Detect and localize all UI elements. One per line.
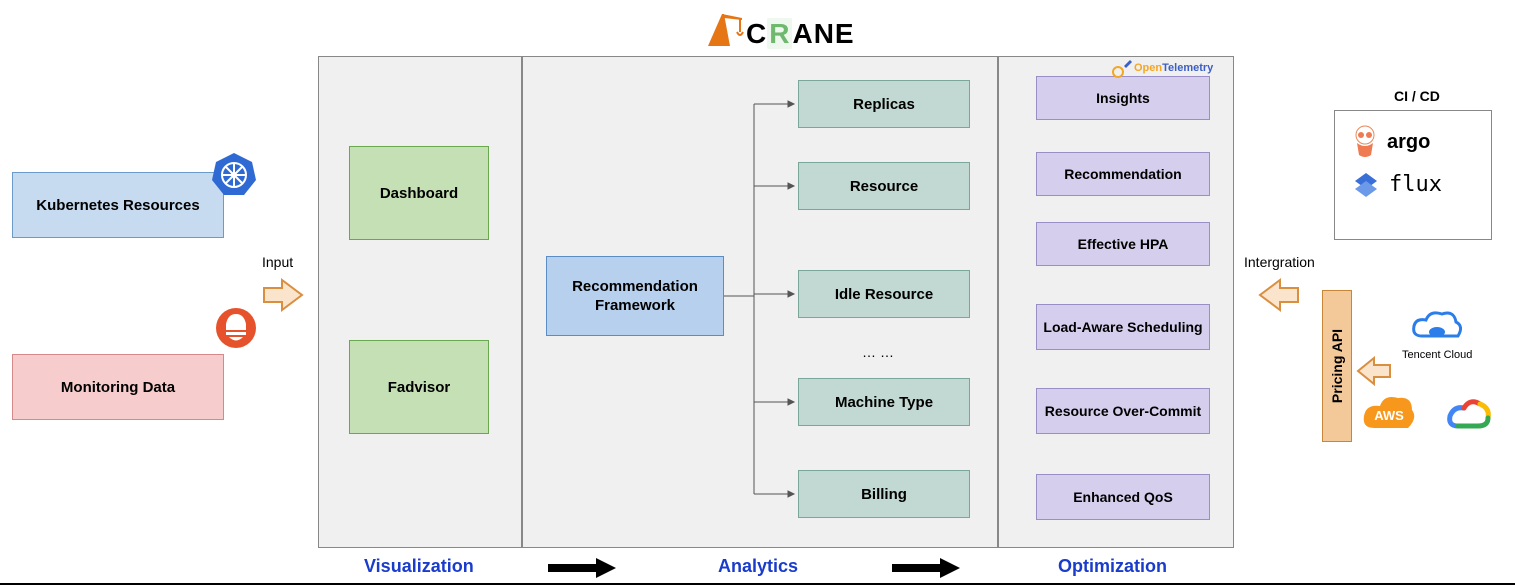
fadvisor-box: Fadvisor: [349, 340, 489, 434]
gcp-icon: [1444, 392, 1494, 436]
resource-label: Resource: [850, 178, 918, 195]
dashboard-label: Dashboard: [380, 185, 458, 202]
effective-hpa-label: Effective HPA: [1078, 236, 1169, 253]
dashboard-box: Dashboard: [349, 146, 489, 240]
svg-text:AWS: AWS: [1374, 408, 1404, 423]
cicd-title: CI / CD: [1394, 88, 1440, 104]
machine-type-box: Machine Type: [798, 378, 970, 426]
crane-icon: [702, 6, 748, 50]
enhanced-qos-label: Enhanced QoS: [1073, 489, 1173, 506]
opentelemetry-icon: [1110, 56, 1134, 80]
argo-icon: [1351, 125, 1379, 159]
replicas-box: Replicas: [798, 80, 970, 128]
fadvisor-label: Fadvisor: [388, 379, 451, 396]
insights-label: Insights: [1096, 90, 1150, 106]
kubernetes-resources-box: Kubernetes Resources: [12, 172, 224, 238]
recommendation-label: Recommendation: [1064, 166, 1181, 182]
flux-icon: [1351, 171, 1381, 197]
idle-resource-box: Idle Resource: [798, 270, 970, 318]
cicd-box: argo flux: [1334, 110, 1492, 240]
analytics-ellipsis: ……: [862, 344, 898, 360]
kubernetes-icon: [210, 150, 258, 198]
aws-icon: AWS: [1362, 392, 1416, 438]
monitoring-data-box: Monitoring Data: [12, 354, 224, 420]
input-arrow-icon: [262, 278, 304, 312]
idle-resource-label: Idle Resource: [835, 286, 933, 303]
effective-hpa-box: Effective HPA: [1036, 222, 1210, 266]
pricing-arrow-icon: [1356, 356, 1392, 386]
pricing-api-label: Pricing API: [1329, 329, 1345, 403]
opentelemetry-badge: OpenTelemetry: [1110, 56, 1213, 80]
prometheus-icon: [214, 306, 258, 350]
billing-box: Billing: [798, 470, 970, 518]
load-aware-label: Load-Aware Scheduling: [1043, 319, 1202, 336]
resource-box: Resource: [798, 162, 970, 210]
flux-label: flux: [1389, 172, 1442, 197]
input-label: Input: [262, 254, 293, 270]
monitoring-label: Monitoring Data: [61, 379, 175, 396]
pricing-api-box: Pricing API: [1322, 290, 1352, 442]
billing-label: Billing: [861, 486, 907, 503]
optimization-title: Optimization: [1058, 556, 1167, 577]
load-aware-box: Load-Aware Scheduling: [1036, 304, 1210, 350]
recommendation-framework-label: Recommendation Framework: [547, 277, 723, 316]
over-commit-box: Resource Over-Commit: [1036, 388, 1210, 434]
analytics-connectors: [724, 80, 800, 518]
replicas-label: Replicas: [853, 96, 915, 113]
analytics-title: Analytics: [718, 556, 798, 577]
argo-row: argo: [1335, 111, 1491, 165]
argo-label: argo: [1387, 131, 1430, 154]
insights-box: Insights: [1036, 76, 1210, 120]
recommendation-box: Recommendation: [1036, 152, 1210, 196]
kubernetes-label: Kubernetes Resources: [36, 197, 199, 214]
visualization-title: Visualization: [364, 556, 474, 577]
crane-logo: CRANE: [702, 6, 855, 50]
tencent-label: Tencent Cloud: [1402, 349, 1472, 361]
arrow-analytics-to-opt-icon: [892, 558, 960, 578]
machine-type-label: Machine Type: [835, 394, 933, 411]
enhanced-qos-box: Enhanced QoS: [1036, 474, 1210, 520]
arrow-viz-to-analytics-icon: [548, 558, 616, 578]
tencent-cloud-icon: [1410, 308, 1464, 344]
recommendation-framework-box: Recommendation Framework: [546, 256, 724, 336]
integration-label: Intergration: [1244, 254, 1315, 270]
over-commit-label: Resource Over-Commit: [1045, 403, 1201, 420]
visualization-container: [318, 56, 522, 548]
flux-row: flux: [1335, 165, 1491, 203]
tencent-cloud: Tencent Cloud: [1402, 308, 1472, 361]
integration-arrow-icon: [1258, 278, 1300, 312]
